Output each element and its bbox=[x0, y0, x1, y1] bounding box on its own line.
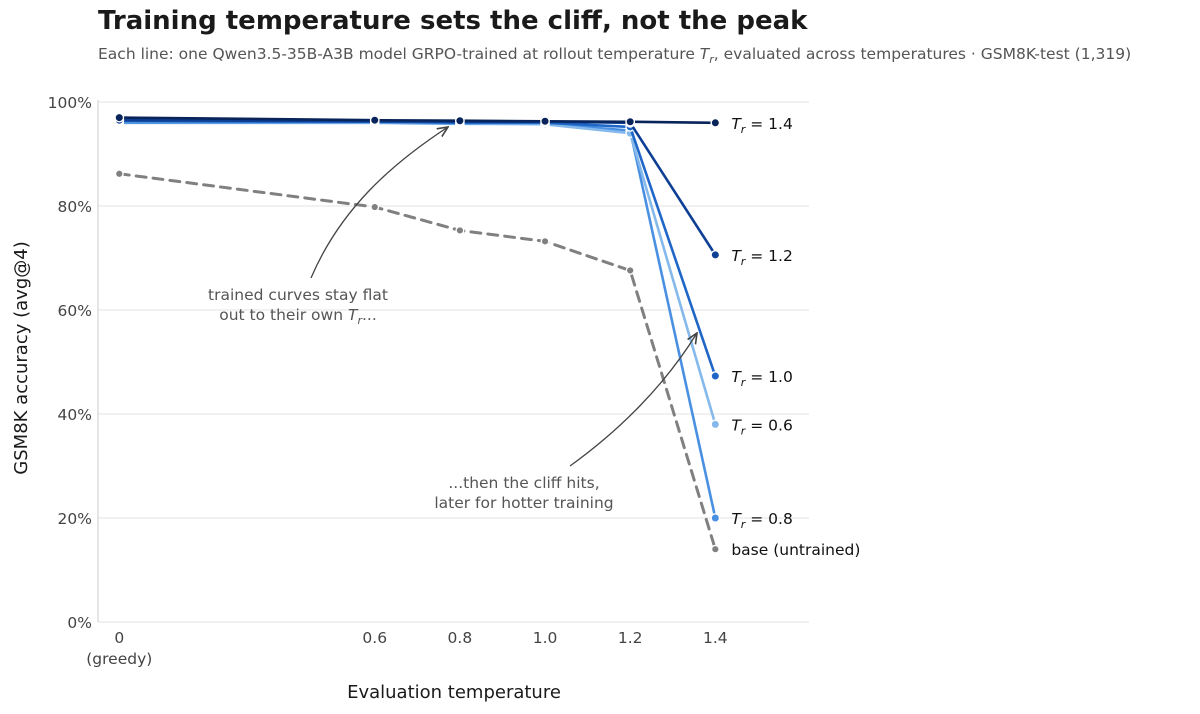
subtitle-subscript: r bbox=[709, 53, 714, 67]
series-label-3: Tr = 1.2 bbox=[731, 247, 793, 268]
annotation-flat-symbol: T bbox=[348, 306, 359, 324]
subtitle-prefix: Each line: one Qwen3.5-35B-A3B model GRP… bbox=[98, 45, 700, 63]
data-point bbox=[369, 115, 380, 126]
y-tick-labels: 0% 20% 40% 60% 80% 100% bbox=[48, 94, 92, 632]
series-label-5: base (untrained) bbox=[731, 541, 860, 559]
annotation-flat-line2: out to their own Tr... bbox=[219, 306, 377, 327]
data-point bbox=[114, 169, 124, 179]
annotation-flat: trained curves stay flat out to their ow… bbox=[208, 127, 448, 327]
annotation-cliff-line2: later for hotter training bbox=[434, 494, 613, 512]
series-line-5 bbox=[117, 172, 717, 551]
data-point bbox=[710, 544, 720, 554]
y-tick-label: 40% bbox=[58, 406, 92, 424]
data-point bbox=[540, 116, 550, 127]
y-tick-label: 80% bbox=[58, 198, 92, 216]
grid-lines bbox=[98, 101, 809, 623]
data-point bbox=[710, 513, 721, 523]
x-tick-sublabel: (greedy) bbox=[86, 650, 152, 668]
series-label-1: Tr = 0.6 bbox=[731, 416, 793, 437]
x-tick-labels: 0 0.6 0.8 1.0 1.2 1.4 (greedy) bbox=[86, 629, 727, 668]
annotation-flat-tail: ... bbox=[362, 306, 377, 324]
data-point bbox=[710, 249, 721, 260]
y-axis-label: GSM8K accuracy (avg@4) bbox=[11, 241, 32, 474]
data-point bbox=[454, 115, 465, 126]
y-tick-label: 20% bbox=[58, 510, 92, 528]
x-tick-label: 0.6 bbox=[362, 629, 387, 647]
series-label-4: Tr = 1.4 bbox=[731, 115, 793, 136]
series-group bbox=[114, 112, 721, 554]
data-point bbox=[114, 112, 125, 123]
x-tick-label: 1.2 bbox=[618, 629, 643, 647]
data-point bbox=[540, 236, 550, 246]
y-tick-label: 0% bbox=[67, 614, 92, 632]
subtitle-suffix: , evaluated across temperatures · GSM8K-… bbox=[713, 45, 1132, 63]
chart-title: Training temperature sets the cliff, not… bbox=[98, 6, 808, 36]
series-line-2 bbox=[117, 119, 717, 378]
annotation-cliff: ...then the cliff hits, later for hotter… bbox=[434, 333, 697, 512]
series-line-3 bbox=[117, 118, 717, 257]
annotation-flat-line1: trained curves stay flat bbox=[208, 286, 388, 304]
data-point bbox=[625, 116, 636, 127]
data-point bbox=[625, 265, 635, 275]
series-line-1 bbox=[117, 120, 717, 426]
series-label-2: Tr = 1.0 bbox=[731, 368, 793, 389]
series-line-4 bbox=[117, 116, 717, 125]
series-line-0 bbox=[117, 121, 717, 520]
annotation-cliff-arrow bbox=[569, 333, 697, 467]
series-label-0: Tr = 0.8 bbox=[731, 510, 793, 531]
data-point bbox=[455, 225, 465, 235]
x-tick-label: 0.8 bbox=[448, 629, 473, 647]
y-tick-label: 60% bbox=[58, 302, 92, 320]
annotation-flat-text: out to their own bbox=[219, 306, 348, 324]
x-axis-label: Evaluation temperature bbox=[347, 682, 561, 703]
data-point bbox=[710, 419, 721, 430]
annotation-cliff-line1: ...then the cliff hits, bbox=[448, 474, 599, 492]
chart-subtitle: Each line: one Qwen3.5-35B-A3B model GRP… bbox=[98, 45, 1131, 66]
subtitle-symbol: T bbox=[699, 45, 710, 63]
x-tick-label: 1.4 bbox=[703, 629, 728, 647]
data-point bbox=[710, 117, 721, 128]
x-tick-label: 0 bbox=[114, 629, 124, 647]
annotation-flat-arrow bbox=[310, 127, 448, 279]
y-tick-label: 100% bbox=[48, 94, 92, 112]
data-point bbox=[710, 371, 721, 381]
data-point bbox=[370, 202, 380, 212]
series-labels: Tr = 0.8 Tr = 0.6 Tr = 1.0 Tr = 1.2 Tr = 1.4… bbox=[731, 115, 860, 559]
annotation-flat-subscript: r bbox=[357, 314, 363, 327]
x-tick-label: 1.0 bbox=[533, 629, 558, 647]
